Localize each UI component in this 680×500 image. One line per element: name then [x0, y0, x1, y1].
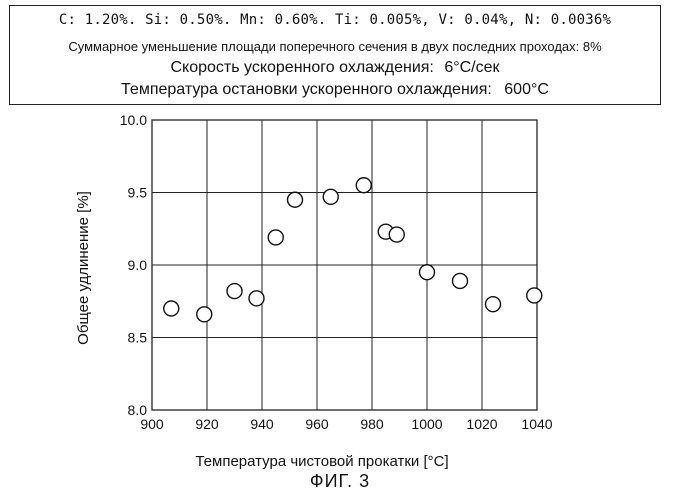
- x-axis-label: Температура чистовой прокатки [°C]: [195, 453, 448, 470]
- y-tick-label: 10.0: [120, 112, 147, 128]
- data-point: [164, 301, 179, 316]
- y-tick-label: 8.5: [128, 330, 148, 346]
- x-tick-label: 1040: [521, 416, 552, 432]
- data-point: [249, 291, 264, 306]
- data-point: [420, 265, 435, 280]
- data-point: [288, 192, 303, 207]
- data-point: [323, 189, 338, 204]
- y-tick-labels: 8.0 8.5 9.0 9.5 10.0: [120, 112, 147, 418]
- data-point: [486, 297, 501, 312]
- figure-label: ФИГ. 3: [0, 471, 680, 492]
- x-tick-label: 940: [250, 416, 274, 432]
- y-tick-label: 8.0: [128, 402, 148, 418]
- x-tick-label: 1020: [466, 416, 497, 432]
- x-tick-label: 960: [305, 416, 329, 432]
- y-tick-label: 9.0: [128, 257, 148, 273]
- y-axis-label: Общее удлинение [%]: [75, 191, 92, 345]
- y-tick-label: 9.5: [128, 185, 148, 201]
- data-point: [527, 288, 542, 303]
- data-point: [268, 230, 283, 245]
- x-tick-label: 1000: [411, 416, 442, 432]
- x-tick-label: 920: [195, 416, 219, 432]
- x-tick-label: 900: [140, 416, 164, 432]
- data-point: [453, 273, 468, 288]
- data-point: [197, 307, 212, 322]
- x-tick-label: 980: [360, 416, 384, 432]
- data-point: [356, 178, 371, 193]
- x-tick-labels: 900 920 940 960 980 1000 1020 1040: [140, 416, 552, 432]
- data-point: [227, 284, 242, 299]
- data-points: [164, 178, 542, 322]
- data-point: [389, 227, 404, 242]
